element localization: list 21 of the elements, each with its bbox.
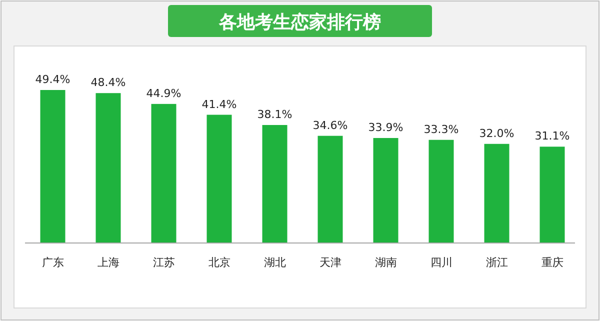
data-label: 32.0% <box>479 126 514 140</box>
x-tick-label: 上海 <box>97 256 120 269</box>
x-tick-label: 江苏 <box>152 256 175 269</box>
data-label: 34.6% <box>312 118 348 132</box>
x-tick-label: 天津 <box>319 256 342 269</box>
x-tick-label: 湖北 <box>264 256 286 269</box>
data-label: 33.3% <box>424 122 459 136</box>
data-label: 44.9% <box>146 86 182 100</box>
x-tick-label: 北京 <box>208 256 230 269</box>
x-tick-label: 四川 <box>430 256 452 269</box>
data-label: 49.4% <box>35 73 70 86</box>
data-label: 41.4% <box>202 98 237 111</box>
data-label: 48.4% <box>90 76 126 90</box>
data-label: 38.1% <box>257 108 292 121</box>
data-label: 33.9% <box>368 121 404 134</box>
title: 各地考生恋家排行榜 <box>219 12 381 33</box>
x-tick-label: 重庆 <box>541 256 564 269</box>
x-tick-label: 广东 <box>42 256 64 269</box>
data-label: 31.1% <box>534 130 570 143</box>
x-tick-label: 湖南 <box>374 256 397 269</box>
x-tick-label: 浙江 <box>486 256 508 269</box>
